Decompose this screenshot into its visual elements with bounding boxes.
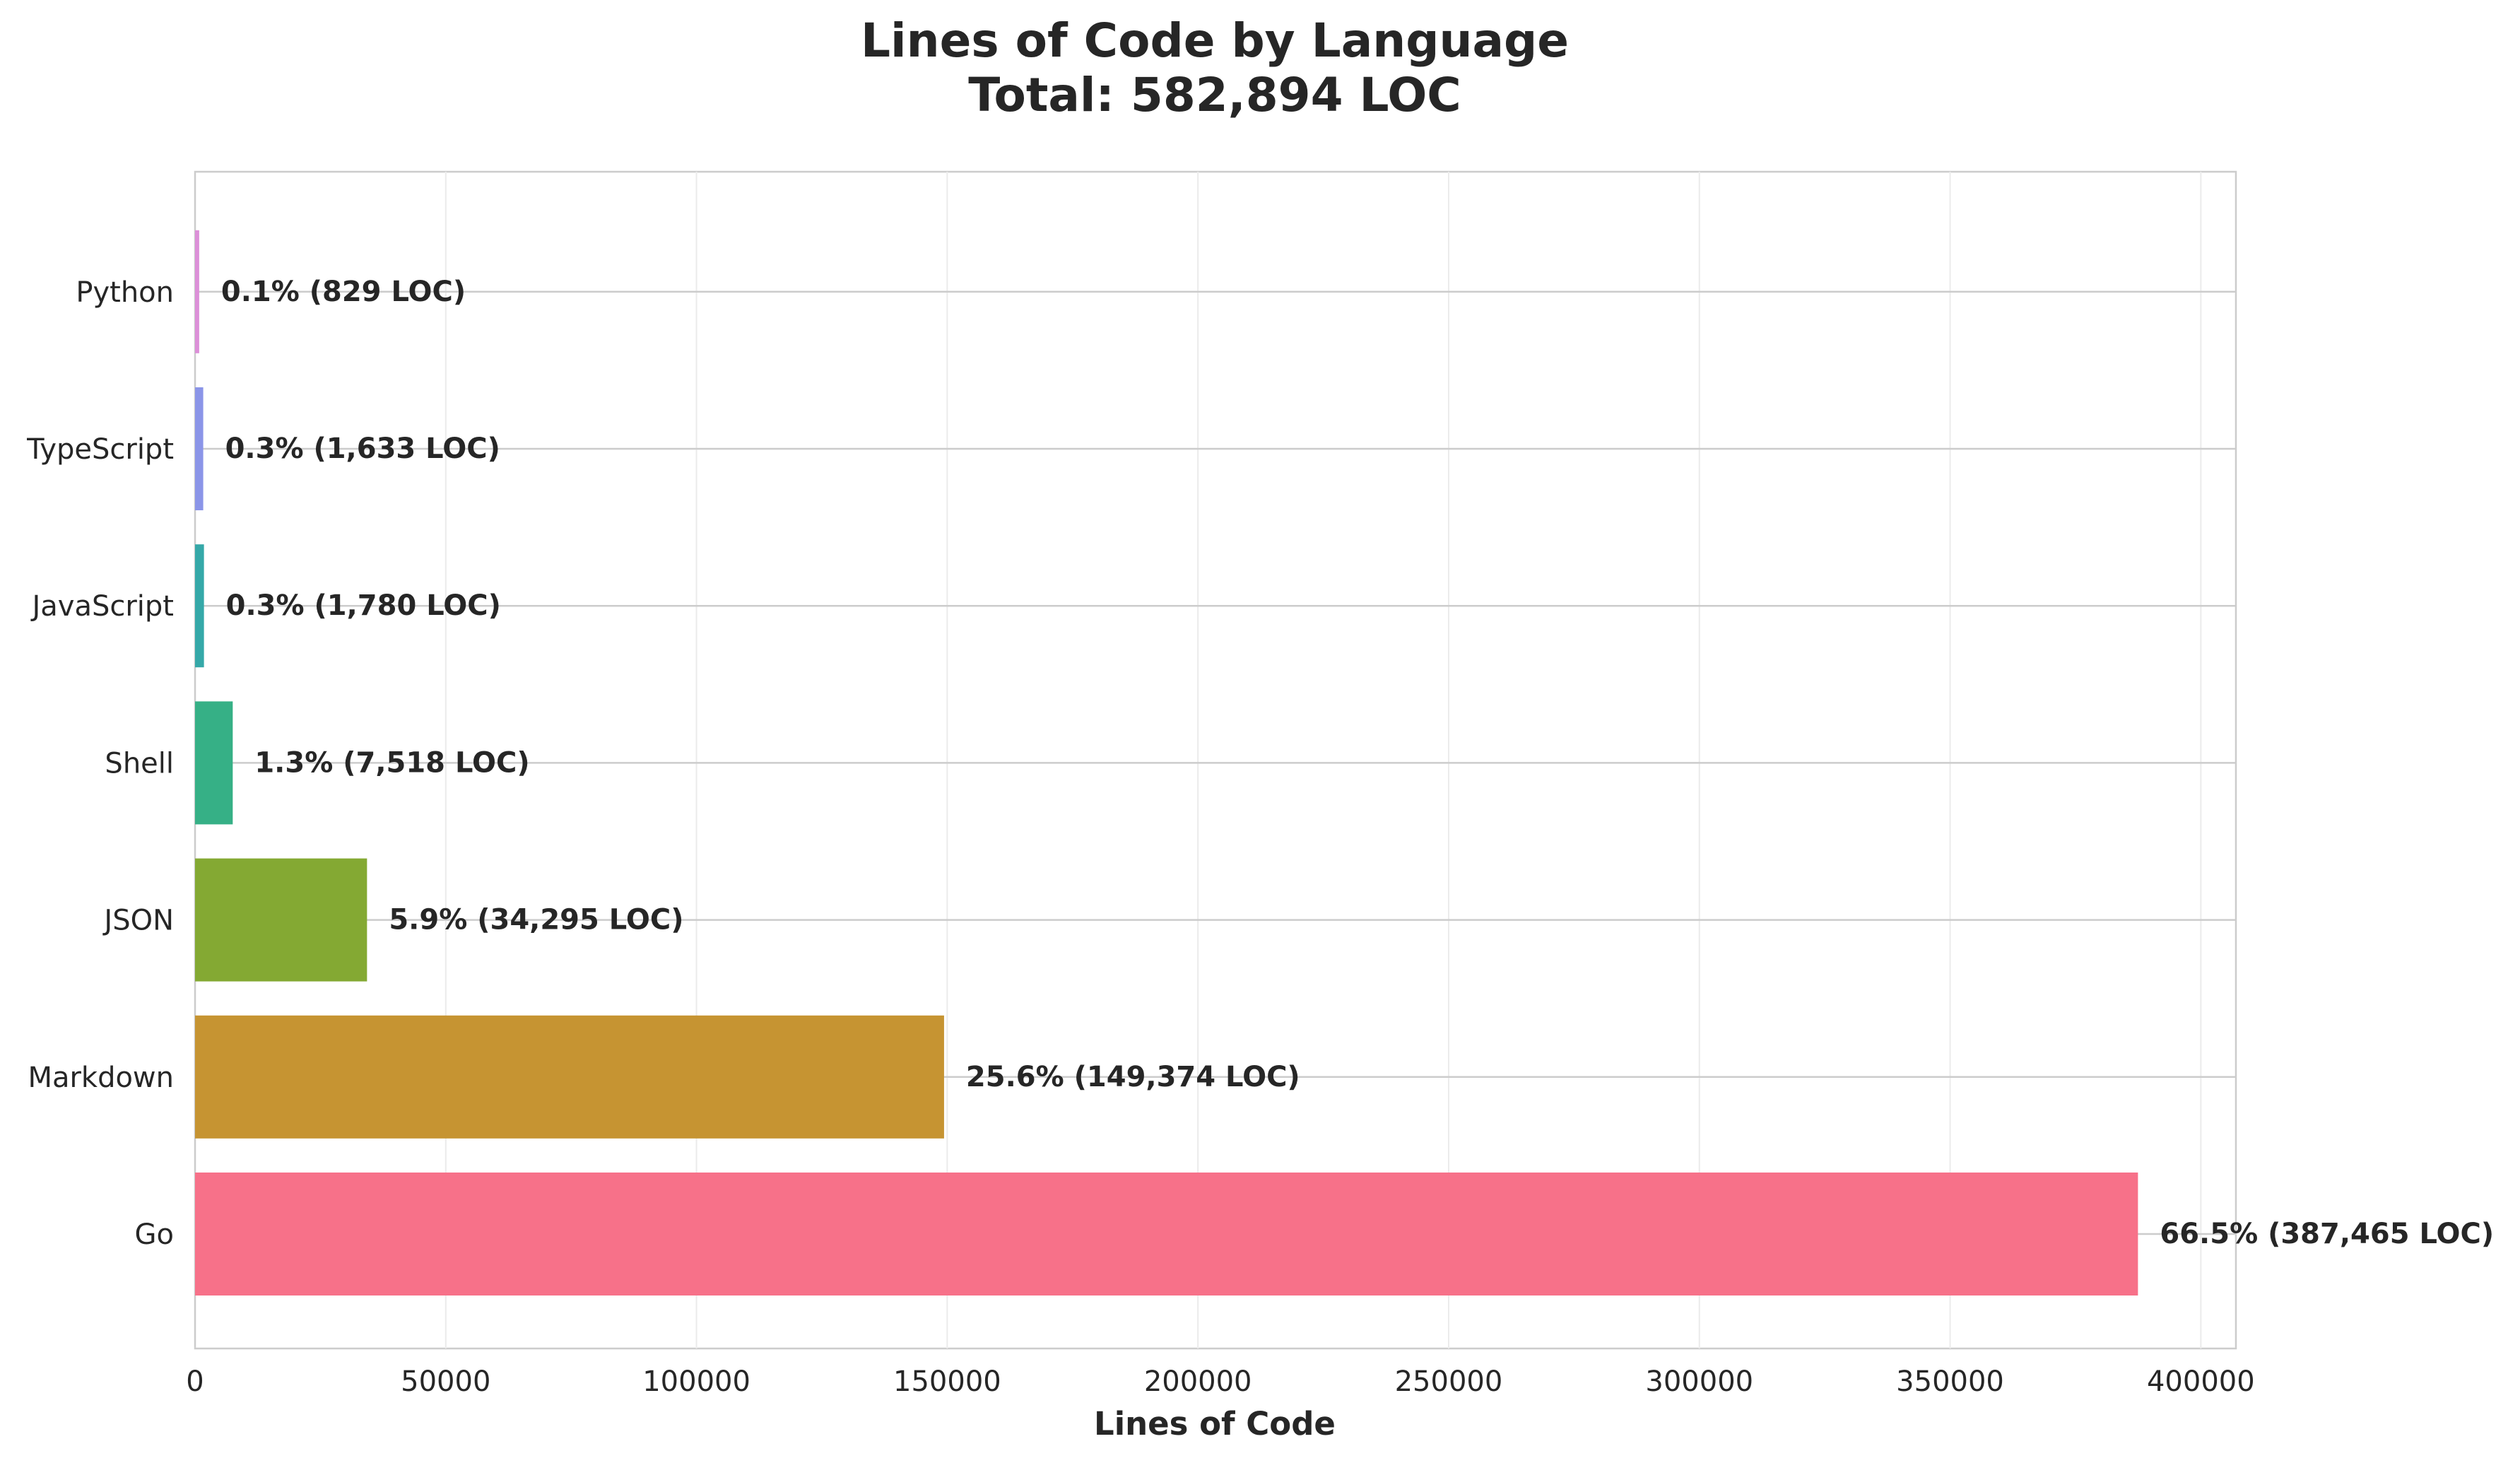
plot-area: Go 66.5% (387,465 LOC) Markdown 25.6% (149,… xyxy=(26,170,2494,1398)
y-tick-label: Go xyxy=(135,1218,174,1251)
bar-markdown xyxy=(195,1015,944,1139)
data-label: 1.3% (7,518 LOC) xyxy=(254,746,529,779)
x-tick-label: 0 xyxy=(186,1365,204,1398)
x-tick-label: 200000 xyxy=(1144,1365,1252,1398)
x-tick-label: 100000 xyxy=(642,1365,750,1398)
y-tick-label: TypeScript xyxy=(26,433,174,466)
y-tick-label: Markdown xyxy=(28,1062,174,1094)
chart-title: Lines of Code by Language xyxy=(861,13,1569,68)
chart-subtitle: Total: 582,894 LOC xyxy=(968,68,1461,122)
bar-python xyxy=(195,230,199,353)
data-label: 5.9% (34,295 LOC) xyxy=(389,904,683,936)
x-tick-label: 50000 xyxy=(401,1365,490,1398)
bar-json xyxy=(195,858,367,982)
y-tick-label: Python xyxy=(76,276,174,309)
x-tick-label: 400000 xyxy=(2147,1365,2255,1398)
y-tick-label: Shell xyxy=(105,747,174,780)
y-tick-label: JavaScript xyxy=(30,590,174,623)
bar-typescript xyxy=(195,387,204,510)
x-axis-label: Lines of Code xyxy=(1094,1405,1336,1443)
data-label: 66.5% (387,465 LOC) xyxy=(2160,1218,2494,1250)
bar-javascript xyxy=(195,544,204,668)
data-label: 0.3% (1,780 LOC) xyxy=(226,589,501,622)
bar-shell xyxy=(195,701,233,825)
bar-go xyxy=(195,1173,2138,1295)
x-tick-label: 250000 xyxy=(1395,1365,1503,1398)
data-label: 0.3% (1,633 LOC) xyxy=(225,433,500,465)
x-tick-label: 300000 xyxy=(1645,1365,1753,1398)
x-tick-label: 350000 xyxy=(1896,1365,2004,1398)
data-label: 0.1% (829 LOC) xyxy=(221,276,466,308)
y-tick-label: JSON xyxy=(102,905,174,937)
plot-frame xyxy=(194,170,2237,1350)
x-tick-label: 150000 xyxy=(893,1365,1001,1398)
data-label: 25.6% (149,374 LOC) xyxy=(966,1061,1300,1093)
